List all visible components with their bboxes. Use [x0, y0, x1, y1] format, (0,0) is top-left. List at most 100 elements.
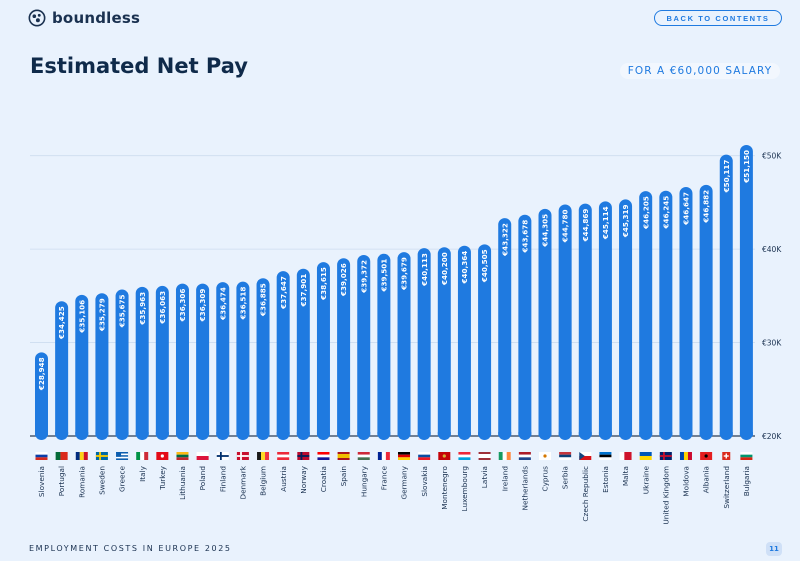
bar — [478, 244, 492, 440]
country-flag-icon — [317, 452, 330, 460]
country-label: Sweden — [98, 466, 107, 495]
country-label: Austria — [279, 466, 288, 492]
bar — [699, 184, 713, 440]
brand-name: boundless — [52, 9, 141, 27]
page-number-badge: 11 — [766, 542, 782, 556]
country-flag-icon — [418, 452, 431, 460]
bar — [518, 214, 532, 440]
bar-value-label: €38,615 — [319, 267, 328, 301]
bar-value-label: €37,901 — [299, 274, 308, 308]
country-flag-icon — [579, 452, 592, 460]
bar-value-label: €39,501 — [379, 259, 388, 293]
salary-subtitle: FOR A €60,000 SALARY — [620, 63, 780, 79]
bar — [357, 254, 371, 440]
bar — [437, 247, 451, 440]
bar-value-label: €35,963 — [138, 292, 147, 326]
bar-value-label: €28,948 — [37, 357, 46, 391]
country-flag-icon — [357, 452, 370, 460]
bar — [236, 281, 250, 440]
country-flag-icon — [599, 452, 612, 460]
country-label: Norway — [299, 465, 308, 493]
country-label: Malta — [621, 466, 630, 486]
country-label: Montenegro — [440, 465, 449, 509]
bar — [417, 248, 431, 440]
bar-value-label: €46,647 — [682, 192, 691, 226]
bar — [175, 283, 189, 440]
country-flag-icon — [659, 452, 672, 460]
bar — [578, 203, 592, 440]
y-tick-label: €30K — [762, 339, 782, 348]
bar — [296, 268, 310, 440]
country-flag-icon — [619, 452, 632, 460]
country-flag-icon — [116, 452, 129, 460]
bar-value-label: €51,150 — [742, 150, 751, 184]
country-label: Serbia — [561, 466, 570, 489]
bar-value-label: €43,322 — [500, 223, 509, 257]
bar-value-label: €46,205 — [641, 196, 650, 230]
bar-value-label: €50,117 — [722, 160, 731, 194]
bar — [135, 286, 149, 440]
bar-value-label: €39,026 — [339, 263, 348, 297]
bar-value-label: €40,200 — [440, 252, 449, 286]
back-to-contents-button[interactable]: BACK TO CONTENTS — [654, 10, 782, 26]
bar — [739, 144, 753, 440]
country-flag-icon — [257, 452, 270, 460]
country-label: Switzerland — [722, 466, 731, 509]
country-flag-icon — [478, 452, 491, 460]
country-label: Croatia — [319, 466, 328, 492]
bar — [558, 204, 572, 440]
bar — [196, 283, 210, 440]
country-flag-icon — [75, 452, 88, 460]
bar — [639, 191, 653, 440]
country-flag-icon — [176, 452, 189, 460]
country-label: Bulgaria — [742, 466, 751, 496]
bar-value-label: €46,245 — [661, 196, 670, 230]
country-flag-icon — [700, 452, 713, 460]
country-flag-icon — [518, 452, 531, 460]
brand-logo[interactable]: boundless — [28, 6, 140, 30]
country-label: France — [379, 465, 388, 490]
bar — [115, 289, 129, 440]
country-label: Czech Republic — [581, 466, 590, 522]
bar-value-label: €39,372 — [359, 260, 368, 294]
country-label: Estonia — [601, 466, 610, 493]
bar-value-label: €39,679 — [400, 257, 409, 291]
bar-value-label: €36,474 — [218, 287, 227, 321]
country-flag-icon — [559, 452, 572, 460]
bar — [316, 262, 330, 440]
country-flag-icon — [216, 452, 229, 460]
country-flag-icon — [277, 452, 290, 460]
bar — [75, 294, 89, 440]
country-label: Denmark — [239, 465, 248, 499]
country-flag-icon — [539, 452, 551, 460]
bar-value-label: €40,505 — [480, 249, 489, 283]
country-flag-icon — [398, 452, 411, 460]
bar-value-label: €36,518 — [239, 287, 248, 321]
country-label: Romania — [77, 466, 86, 498]
country-label: Latvia — [480, 466, 489, 488]
bar-value-label: €36,063 — [158, 291, 167, 325]
bar — [377, 253, 391, 440]
bar-value-label: €45,114 — [601, 206, 610, 240]
country-flag-icon — [136, 452, 149, 460]
bar-value-label: €34,425 — [57, 306, 66, 340]
country-flag-icon — [55, 452, 68, 460]
bar — [155, 285, 169, 440]
bar-value-label: €36,309 — [198, 289, 207, 323]
bar — [256, 278, 270, 440]
bar — [619, 199, 633, 440]
country-flag-icon — [740, 452, 753, 460]
bar-value-label: €35,106 — [77, 300, 86, 334]
country-label: United Kingdom — [661, 466, 670, 525]
bar-value-label: €40,364 — [460, 251, 469, 285]
country-label: Cyprus — [541, 466, 550, 492]
bar — [55, 301, 69, 440]
country-label: Albania — [702, 466, 711, 493]
bar-value-label: €35,675 — [118, 295, 127, 329]
bar — [35, 352, 48, 440]
country-flag-icon — [679, 452, 692, 460]
country-label: Spain — [339, 466, 348, 486]
bar-value-label: €44,780 — [561, 209, 570, 243]
footer-label: EMPLOYMENT COSTS IN EUROPE 2025 — [29, 544, 232, 553]
